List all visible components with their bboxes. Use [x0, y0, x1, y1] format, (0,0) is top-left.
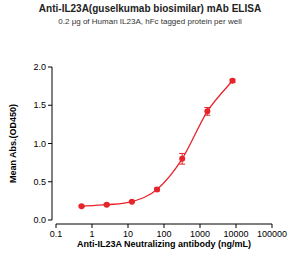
- x-tick-label: 100: [156, 229, 171, 239]
- error-cap: [179, 153, 185, 154]
- plot-area: [79, 78, 236, 209]
- point: [230, 78, 236, 84]
- y-tick: [48, 67, 52, 68]
- x-tick-label: 0.1: [50, 229, 63, 239]
- y-tick-label: 1.5: [33, 100, 46, 110]
- y-tick: [48, 181, 52, 182]
- point: [154, 186, 160, 192]
- x-tick-label: 10: [123, 229, 133, 239]
- x-tick-label: 1: [89, 229, 94, 239]
- fit-line: [82, 81, 233, 206]
- x-tick: [272, 224, 273, 228]
- point: [104, 202, 110, 208]
- y-tick-label: 0.0: [33, 215, 46, 225]
- point: [129, 199, 135, 205]
- error-cap: [204, 107, 210, 108]
- error-bar: [204, 108, 210, 116]
- y-tick-label: 0.5: [33, 177, 46, 187]
- x-tick: [128, 224, 129, 228]
- x-tick: [200, 224, 201, 228]
- x-tick: [56, 224, 57, 228]
- y-tick: [48, 220, 52, 221]
- x-tick-label: 1000: [190, 229, 210, 239]
- y-tick: [48, 143, 52, 144]
- x-tick: [92, 224, 93, 228]
- error-cap: [179, 164, 185, 165]
- y-axis-label: Mean Abs.(OD450): [8, 104, 18, 183]
- x-tick-label: 100000: [257, 229, 287, 239]
- title: Anti-IL23A(guselkumab biosimilar) mAb EL…: [39, 3, 261, 14]
- y-tick-label: 1.0: [33, 139, 46, 149]
- subtitle: 0.2 μg of Human IL23A, hFc tagged protei…: [58, 17, 242, 26]
- error-bar: [179, 153, 185, 164]
- y-tick-label: 2.0: [33, 62, 46, 72]
- x-axis-label: Anti-IL23A Neutralizing antibody (ng/mL): [77, 239, 251, 249]
- point: [179, 156, 185, 162]
- error-cap: [204, 115, 210, 116]
- chart: Anti-IL23A(guselkumab biosimilar) mAb EL…: [0, 0, 300, 257]
- point: [79, 203, 85, 209]
- y-tick: [48, 105, 52, 106]
- point: [204, 108, 210, 114]
- x-tick: [164, 224, 165, 228]
- x-tick: [236, 224, 237, 228]
- x-tick-label: 10000: [223, 229, 248, 239]
